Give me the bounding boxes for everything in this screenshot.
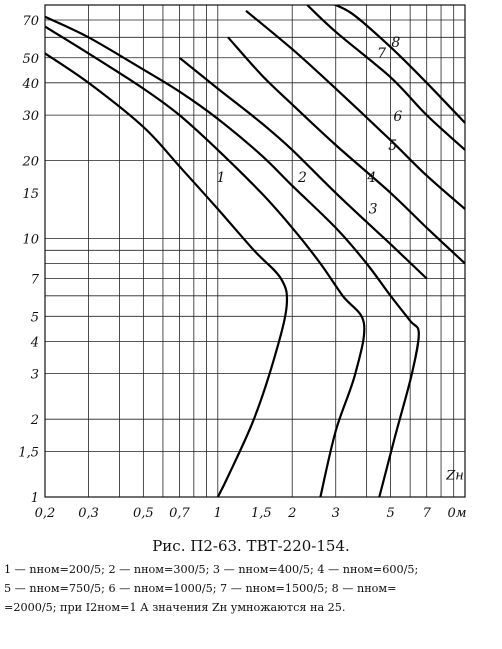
y-tick-label: 2	[30, 413, 39, 428]
axis-label: Zн	[445, 468, 464, 483]
curve-label-6: 6	[393, 109, 402, 125]
x-axis-ticks: 0,2 0,3 0,5 0,7 1 1,5 2 3 5 7 0м	[35, 506, 467, 521]
y-tick-label: 1	[31, 491, 39, 506]
curve-3	[45, 15, 420, 497]
plot-frame	[44, 4, 466, 498]
x-tick-label: 1,5	[251, 506, 272, 521]
y-tick-label: 7	[31, 273, 40, 288]
curve-label-8: 8	[391, 35, 400, 51]
y-tick-label: 3	[31, 368, 39, 383]
chart: 0,2 0,3 0,5 0,7 1 1,5 2 3 5 7 0м 11,52345710152030…	[18, 4, 467, 521]
curves	[45, 5, 465, 497]
x-tick-label: 0,5	[133, 506, 154, 521]
y-tick-label: 15	[22, 187, 39, 202]
curve-6	[245, 9, 465, 210]
legend: 1 — nном=200/5; 2 — nном=300/5; 3 — nном…	[4, 560, 498, 617]
x-tick-label: 1	[214, 506, 222, 521]
x-tick-label: 7	[423, 506, 432, 521]
curve-8	[332, 5, 465, 124]
curve-label-4: 4	[366, 170, 376, 186]
x-tick-label: 0,2	[35, 506, 56, 521]
legend-line-1: 1 — nном=200/5; 2 — nном=300/5; 3 — nном…	[4, 563, 419, 576]
y-tick-label: 5	[31, 310, 39, 325]
x-tick-label: 5	[386, 506, 394, 521]
legend-line-3: =2000/5; при I2ном=1 А значения Zн умнож…	[4, 601, 346, 614]
y-tick-label: 10	[22, 232, 39, 247]
curve-7	[306, 5, 465, 151]
curve-label-3: 3	[369, 201, 378, 217]
y-tick-label: 4	[30, 335, 39, 350]
x-tick-label: 0м	[447, 506, 466, 521]
curve-label-2: 2	[297, 170, 307, 186]
curve-4	[178, 56, 428, 280]
y-tick-label: 1,5	[18, 445, 39, 460]
y-tick-label: 20	[21, 155, 39, 170]
x-tick-label: 0,7	[169, 506, 190, 521]
curve-label-7: 7	[377, 46, 386, 62]
x-tick-label: 2	[287, 506, 296, 521]
y-tick-label: 30	[22, 109, 39, 124]
x-tick-label: 3	[332, 506, 340, 521]
curve-label-1: 1	[217, 170, 226, 186]
y-tick-label: 40	[21, 77, 39, 92]
grid	[44, 4, 466, 498]
x-tick-label: 0,3	[78, 506, 99, 521]
legend-line-2: 5 — nном=750/5; 6 — nном=1000/5; 7 — nно…	[4, 582, 397, 595]
y-tick-label: 50	[22, 52, 39, 67]
y-tick-label: 70	[22, 14, 39, 29]
y-axis-ticks: 1 1,5 2 3 4 5 7 10 15 20 30 40 50 70	[18, 14, 39, 506]
figure-caption: Рис. П2-63. ТВТ-220-154.	[152, 537, 350, 555]
curve-labels: 1 2 3 45 6 78	[217, 35, 403, 217]
curve-1	[45, 52, 289, 497]
curve-label-5: 5	[388, 138, 397, 154]
curve-2	[45, 25, 366, 497]
curve-5	[227, 36, 465, 265]
